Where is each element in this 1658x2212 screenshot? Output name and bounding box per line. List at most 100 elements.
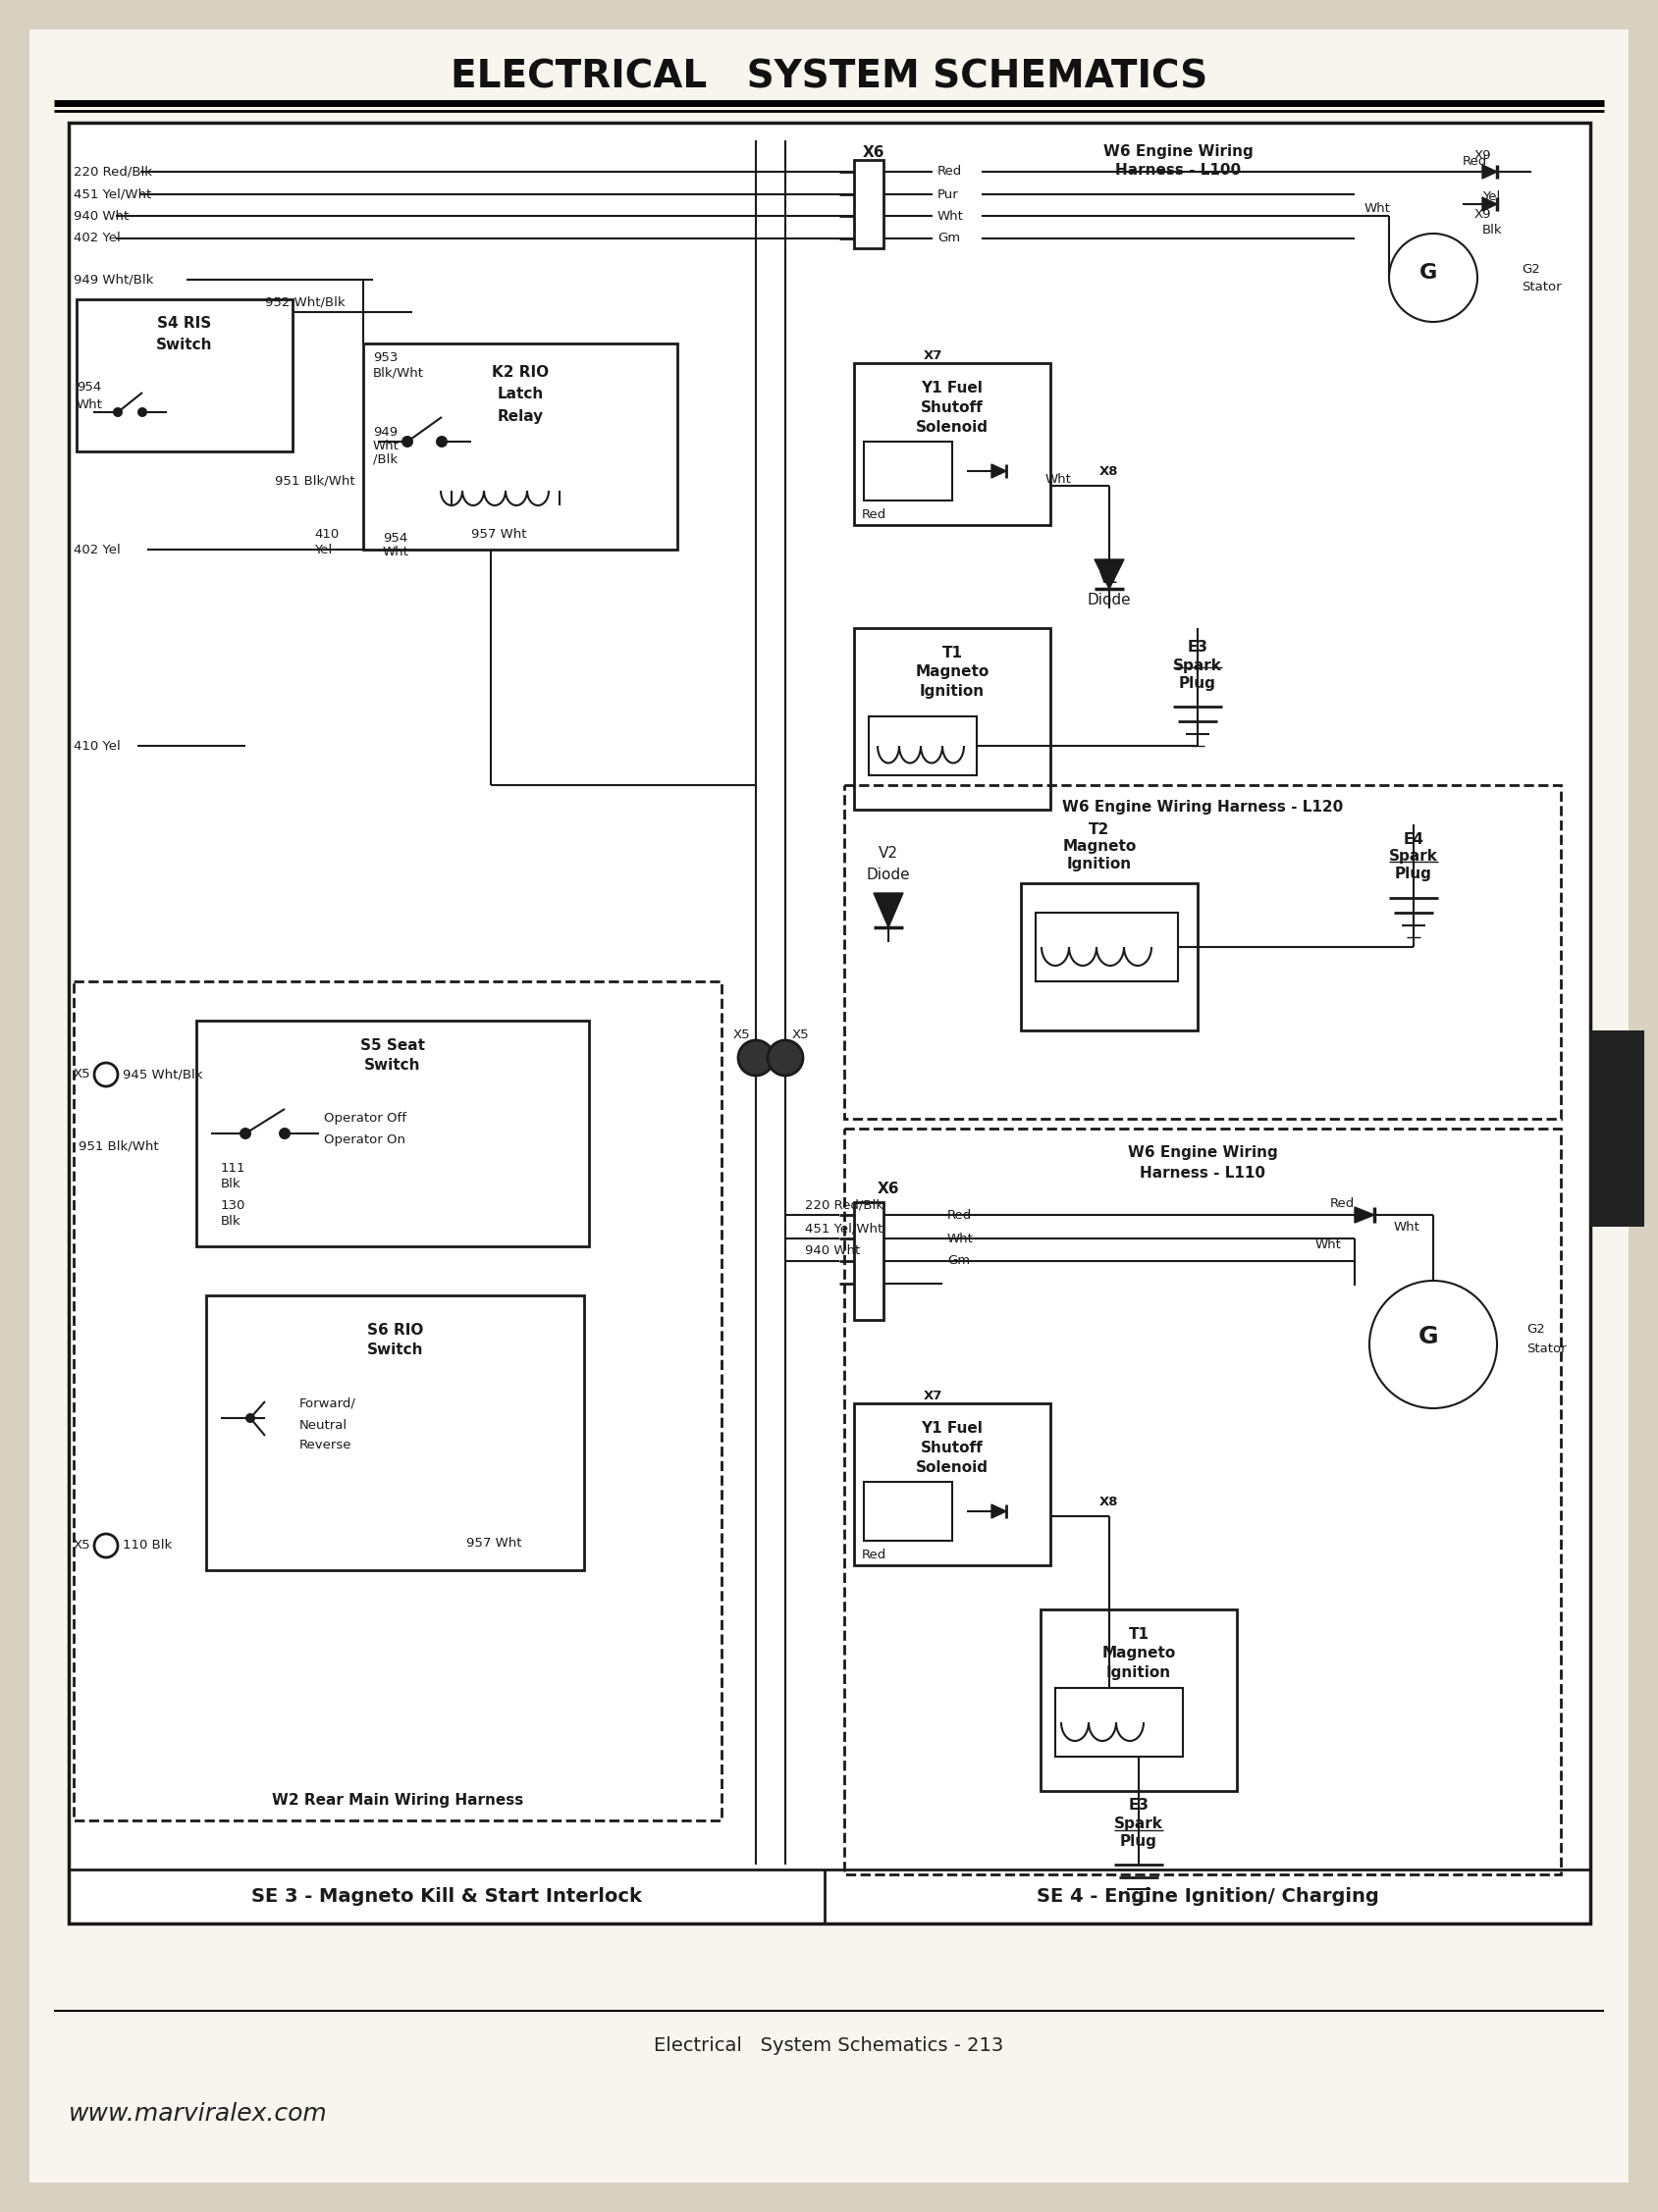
Text: Solenoid: Solenoid (915, 1460, 988, 1475)
Text: S5 Seat: S5 Seat (360, 1037, 424, 1053)
Text: X5: X5 (73, 1540, 91, 1553)
Text: X5: X5 (73, 1068, 91, 1082)
Text: Yel: Yel (1482, 190, 1500, 204)
Text: Spark: Spark (1114, 1816, 1164, 1832)
Bar (1041, 1610, 1237, 1792)
Text: Electrical   System Schematics - 213: Electrical System Schematics - 213 (655, 2035, 1003, 2055)
Polygon shape (1094, 560, 1124, 588)
Text: 220 Red/Blk: 220 Red/Blk (804, 1199, 884, 1212)
Polygon shape (991, 465, 1006, 478)
Bar (864, 1482, 952, 1542)
Text: Switch: Switch (365, 1057, 421, 1073)
Circle shape (239, 1128, 252, 1139)
Text: Neutral: Neutral (300, 1418, 348, 1431)
Text: www.marviralex.com: www.marviralex.com (68, 2101, 328, 2126)
Text: Wht: Wht (1394, 1221, 1421, 1232)
Text: Wht: Wht (76, 398, 103, 411)
Circle shape (738, 1040, 774, 1075)
Bar (1036, 914, 1177, 982)
Text: 951 Blk/Wht: 951 Blk/Wht (78, 1139, 159, 1152)
Text: Magneto: Magneto (1063, 841, 1136, 854)
Polygon shape (991, 1504, 1006, 1517)
Text: V1: V1 (1099, 571, 1119, 586)
Text: Diode: Diode (867, 867, 910, 883)
Text: Reverse: Reverse (300, 1438, 351, 1451)
Text: Blk: Blk (221, 1214, 240, 1228)
Text: 110 Blk: 110 Blk (123, 1540, 172, 1553)
Text: Harness - L100: Harness - L100 (1116, 161, 1240, 177)
Text: W2 Rear Main Wiring Harness: W2 Rear Main Wiring Harness (272, 1794, 524, 1807)
Text: Shutoff: Shutoff (920, 1440, 983, 1455)
Text: SE 3 - Magneto Kill & Start Interlock: SE 3 - Magneto Kill & Start Interlock (252, 1887, 642, 1907)
Text: Harness - L110: Harness - L110 (1139, 1166, 1265, 1179)
Text: /Blk: /Blk (373, 453, 398, 467)
Text: 451 Yel/Wht: 451 Yel/Wht (804, 1223, 882, 1234)
Bar (854, 363, 1051, 524)
Circle shape (436, 436, 448, 447)
Text: Yel: Yel (313, 544, 332, 555)
Bar (196, 1020, 589, 1245)
Text: 402 Yel: 402 Yel (73, 232, 121, 246)
Text: Plug: Plug (1394, 867, 1433, 880)
Text: Ignition: Ignition (1068, 858, 1132, 872)
Text: E3: E3 (1129, 1798, 1149, 1814)
Text: Latch: Latch (497, 387, 544, 403)
Text: Magneto: Magneto (915, 666, 990, 679)
Text: T1: T1 (1129, 1626, 1149, 1641)
Text: X7: X7 (924, 1389, 942, 1402)
Text: 951 Blk/Wht: 951 Blk/Wht (275, 476, 355, 487)
Text: Forward/: Forward/ (300, 1398, 356, 1409)
Bar (1590, 1031, 1645, 1228)
Text: 945 Wht/Blk: 945 Wht/Blk (123, 1068, 202, 1082)
Bar (1021, 883, 1197, 1031)
Text: Switch: Switch (368, 1343, 424, 1356)
Text: Ignition: Ignition (1106, 1666, 1171, 1681)
Text: V2: V2 (879, 847, 899, 860)
Bar (1054, 1688, 1182, 1756)
Bar (854, 1201, 884, 1321)
Text: T2: T2 (1089, 823, 1109, 836)
Text: Stator: Stator (1527, 1343, 1567, 1356)
Circle shape (138, 407, 148, 418)
Text: Red: Red (937, 166, 962, 179)
Text: 130: 130 (221, 1199, 245, 1212)
Text: Blk: Blk (1482, 223, 1502, 237)
Bar (864, 442, 952, 500)
Text: 410 Yel: 410 Yel (73, 739, 121, 752)
Text: Y1 Fuel: Y1 Fuel (922, 380, 983, 396)
Text: ELECTRICAL   SYSTEM SCHEMATICS: ELECTRICAL SYSTEM SCHEMATICS (451, 58, 1207, 95)
Text: Wht: Wht (937, 210, 963, 221)
Text: Wht: Wht (373, 440, 400, 453)
Text: K2 RIO: K2 RIO (492, 365, 549, 380)
Text: Spark: Spark (1389, 849, 1437, 865)
Text: 953: 953 (373, 352, 398, 365)
Bar (854, 628, 1051, 810)
Text: E4: E4 (1403, 832, 1424, 847)
Text: Plug: Plug (1121, 1834, 1157, 1849)
Text: 940 Wht: 940 Wht (73, 210, 129, 221)
Bar (854, 159, 884, 248)
Polygon shape (874, 894, 904, 927)
Text: 402 Yel: 402 Yel (73, 544, 121, 555)
Bar (68, 122, 1590, 1924)
Text: X9: X9 (1474, 208, 1491, 221)
Text: Wht: Wht (1365, 201, 1391, 215)
Polygon shape (1355, 1208, 1374, 1223)
Text: Plug: Plug (1179, 675, 1217, 690)
Text: Blk/Wht: Blk/Wht (373, 367, 424, 378)
Text: 451 Yel/Wht: 451 Yel/Wht (73, 188, 151, 201)
Text: X5: X5 (733, 1029, 749, 1042)
Text: 952 Wht/Blk: 952 Wht/Blk (265, 296, 345, 310)
Text: G: G (1418, 1325, 1439, 1349)
Text: Red: Red (1330, 1197, 1355, 1210)
Text: 111: 111 (221, 1161, 245, 1175)
Text: Solenoid: Solenoid (915, 420, 988, 434)
Circle shape (113, 407, 123, 418)
Text: Red: Red (862, 509, 887, 522)
Text: 940 Wht: 940 Wht (804, 1245, 861, 1259)
Text: E3: E3 (1187, 639, 1209, 655)
Polygon shape (1482, 197, 1497, 210)
Text: 957 Wht: 957 Wht (471, 529, 527, 542)
Bar (869, 717, 977, 774)
Text: G: G (1419, 263, 1437, 283)
